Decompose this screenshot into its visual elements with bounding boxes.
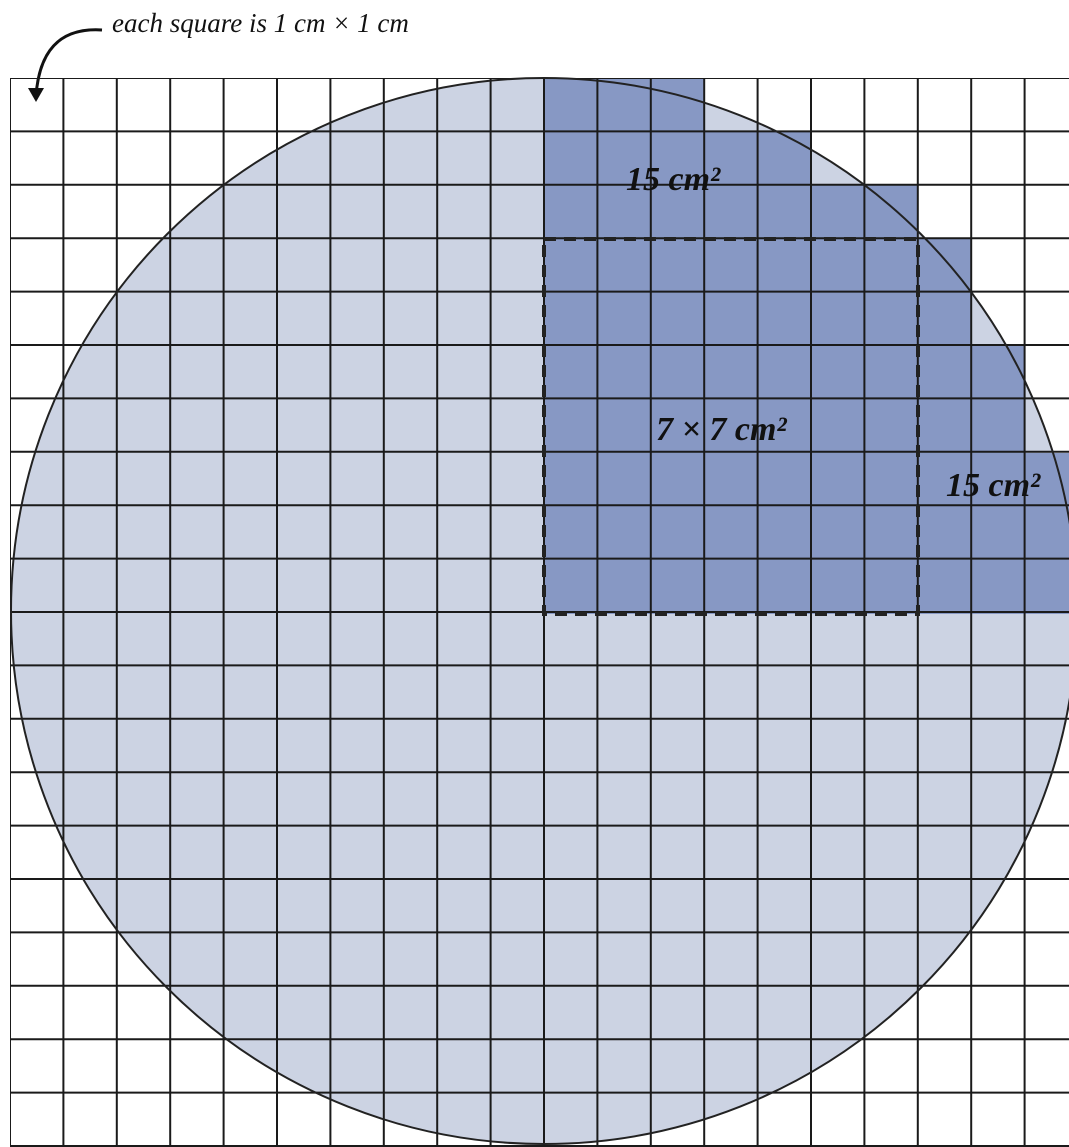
top-region-label: 15 cm² (626, 161, 721, 198)
center-square-label: 7 × 7 cm² (656, 411, 787, 448)
right-region-label: 15 cm² (946, 467, 1041, 504)
caption-arrow-icon (36, 30, 102, 96)
caption: each square is 1 cm × 1 cm (112, 8, 409, 38)
caption-arrowhead-icon (28, 88, 44, 102)
